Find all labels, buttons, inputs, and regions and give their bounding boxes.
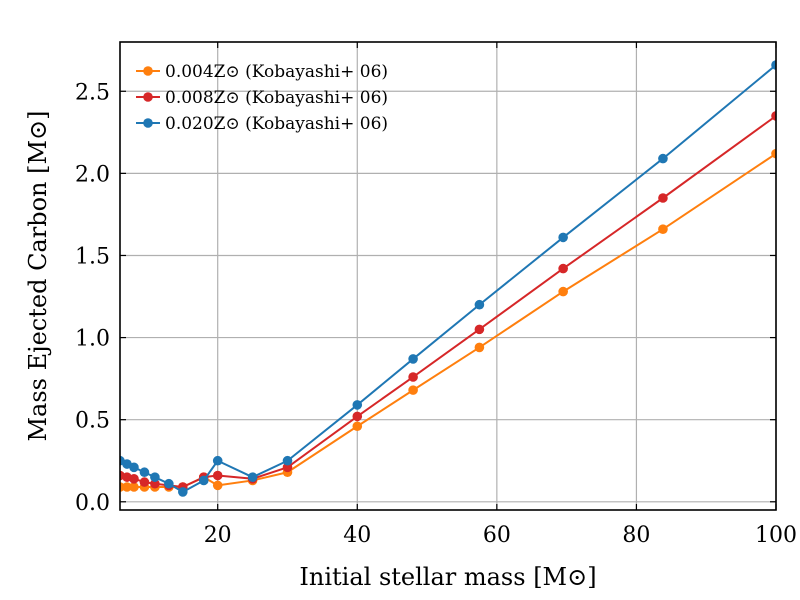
data-point xyxy=(558,263,568,274)
series-1 xyxy=(120,111,776,492)
data-point xyxy=(129,462,139,473)
legend: 0.004Z⊙ (Kobayashi+ 06) 0.008Z⊙ (Kobayash… xyxy=(136,62,388,134)
data-point xyxy=(247,472,258,482)
legend-label: 0.020Z⊙ (Kobayashi+ 06) xyxy=(165,114,388,134)
legend-marker xyxy=(143,92,153,102)
legend-entry-1: 0.008Z⊙ (Kobayashi+ 06) xyxy=(136,88,388,108)
data-point xyxy=(408,354,418,364)
data-point xyxy=(352,400,363,410)
data-point xyxy=(474,324,485,335)
x-tick-label: 20 xyxy=(204,523,232,548)
data-point xyxy=(658,153,668,164)
data-point xyxy=(139,477,150,487)
data-point xyxy=(212,455,223,466)
y-tick-label: 2.5 xyxy=(75,80,110,105)
data-point xyxy=(122,482,132,492)
data-point xyxy=(139,467,150,478)
data-point xyxy=(352,421,363,432)
data-point xyxy=(658,224,668,234)
x-tick-label: 40 xyxy=(343,523,371,548)
y-axis-label: Mass Ejected Carbon [M⊙] xyxy=(24,110,52,441)
y-tick-label: 1.5 xyxy=(75,244,110,269)
data-point xyxy=(212,470,223,481)
y-tick-label: 0.5 xyxy=(75,409,110,434)
y-tick-label: 0.0 xyxy=(75,491,110,516)
legend-marker xyxy=(143,118,153,128)
series-2 xyxy=(120,60,776,497)
data-point xyxy=(164,478,174,489)
legend-label: 0.008Z⊙ (Kobayashi+ 06) xyxy=(165,88,388,108)
legend-label: 0.004Z⊙ (Kobayashi+ 06) xyxy=(165,62,388,82)
x-tick-label: 100 xyxy=(755,523,797,548)
data-point xyxy=(150,478,160,489)
data-point xyxy=(198,475,209,486)
series-line-1 xyxy=(120,115,776,489)
legend-marker xyxy=(143,66,153,76)
plot-area xyxy=(120,60,776,497)
data-point xyxy=(658,193,668,203)
data-point xyxy=(150,472,160,482)
data-point xyxy=(129,474,139,484)
data-point xyxy=(558,232,568,243)
data-point xyxy=(129,482,139,492)
plot-frame xyxy=(119,41,777,511)
data-point xyxy=(408,385,418,395)
y-tick-label: 1.0 xyxy=(75,327,110,352)
x-tick-label: 60 xyxy=(483,523,511,548)
x-tick-label: 80 xyxy=(622,523,650,548)
data-point xyxy=(178,487,188,497)
data-point xyxy=(771,148,776,159)
legend-entry-2: 0.020Z⊙ (Kobayashi+ 06) xyxy=(136,114,388,134)
data-point xyxy=(558,286,568,297)
series-0 xyxy=(120,148,776,492)
axis-ticks: 20 40 60 80 100 0.0 0.5 1.0 1.5 2.0 2.5 xyxy=(75,42,797,548)
x-axis-label: Initial stellar mass [M⊙] xyxy=(299,563,596,591)
data-point xyxy=(212,480,223,491)
data-point xyxy=(771,111,776,121)
y-tick-label: 2.0 xyxy=(75,162,110,187)
data-point xyxy=(282,462,293,473)
data-point xyxy=(352,411,363,422)
data-point xyxy=(282,455,293,466)
grid xyxy=(120,42,777,510)
legend-entry-0: 0.004Z⊙ (Kobayashi+ 06) xyxy=(136,62,388,82)
series-line-0 xyxy=(120,152,776,489)
data-point xyxy=(474,342,485,353)
data-point xyxy=(408,372,418,382)
data-point xyxy=(771,60,776,70)
data-point xyxy=(474,299,485,310)
